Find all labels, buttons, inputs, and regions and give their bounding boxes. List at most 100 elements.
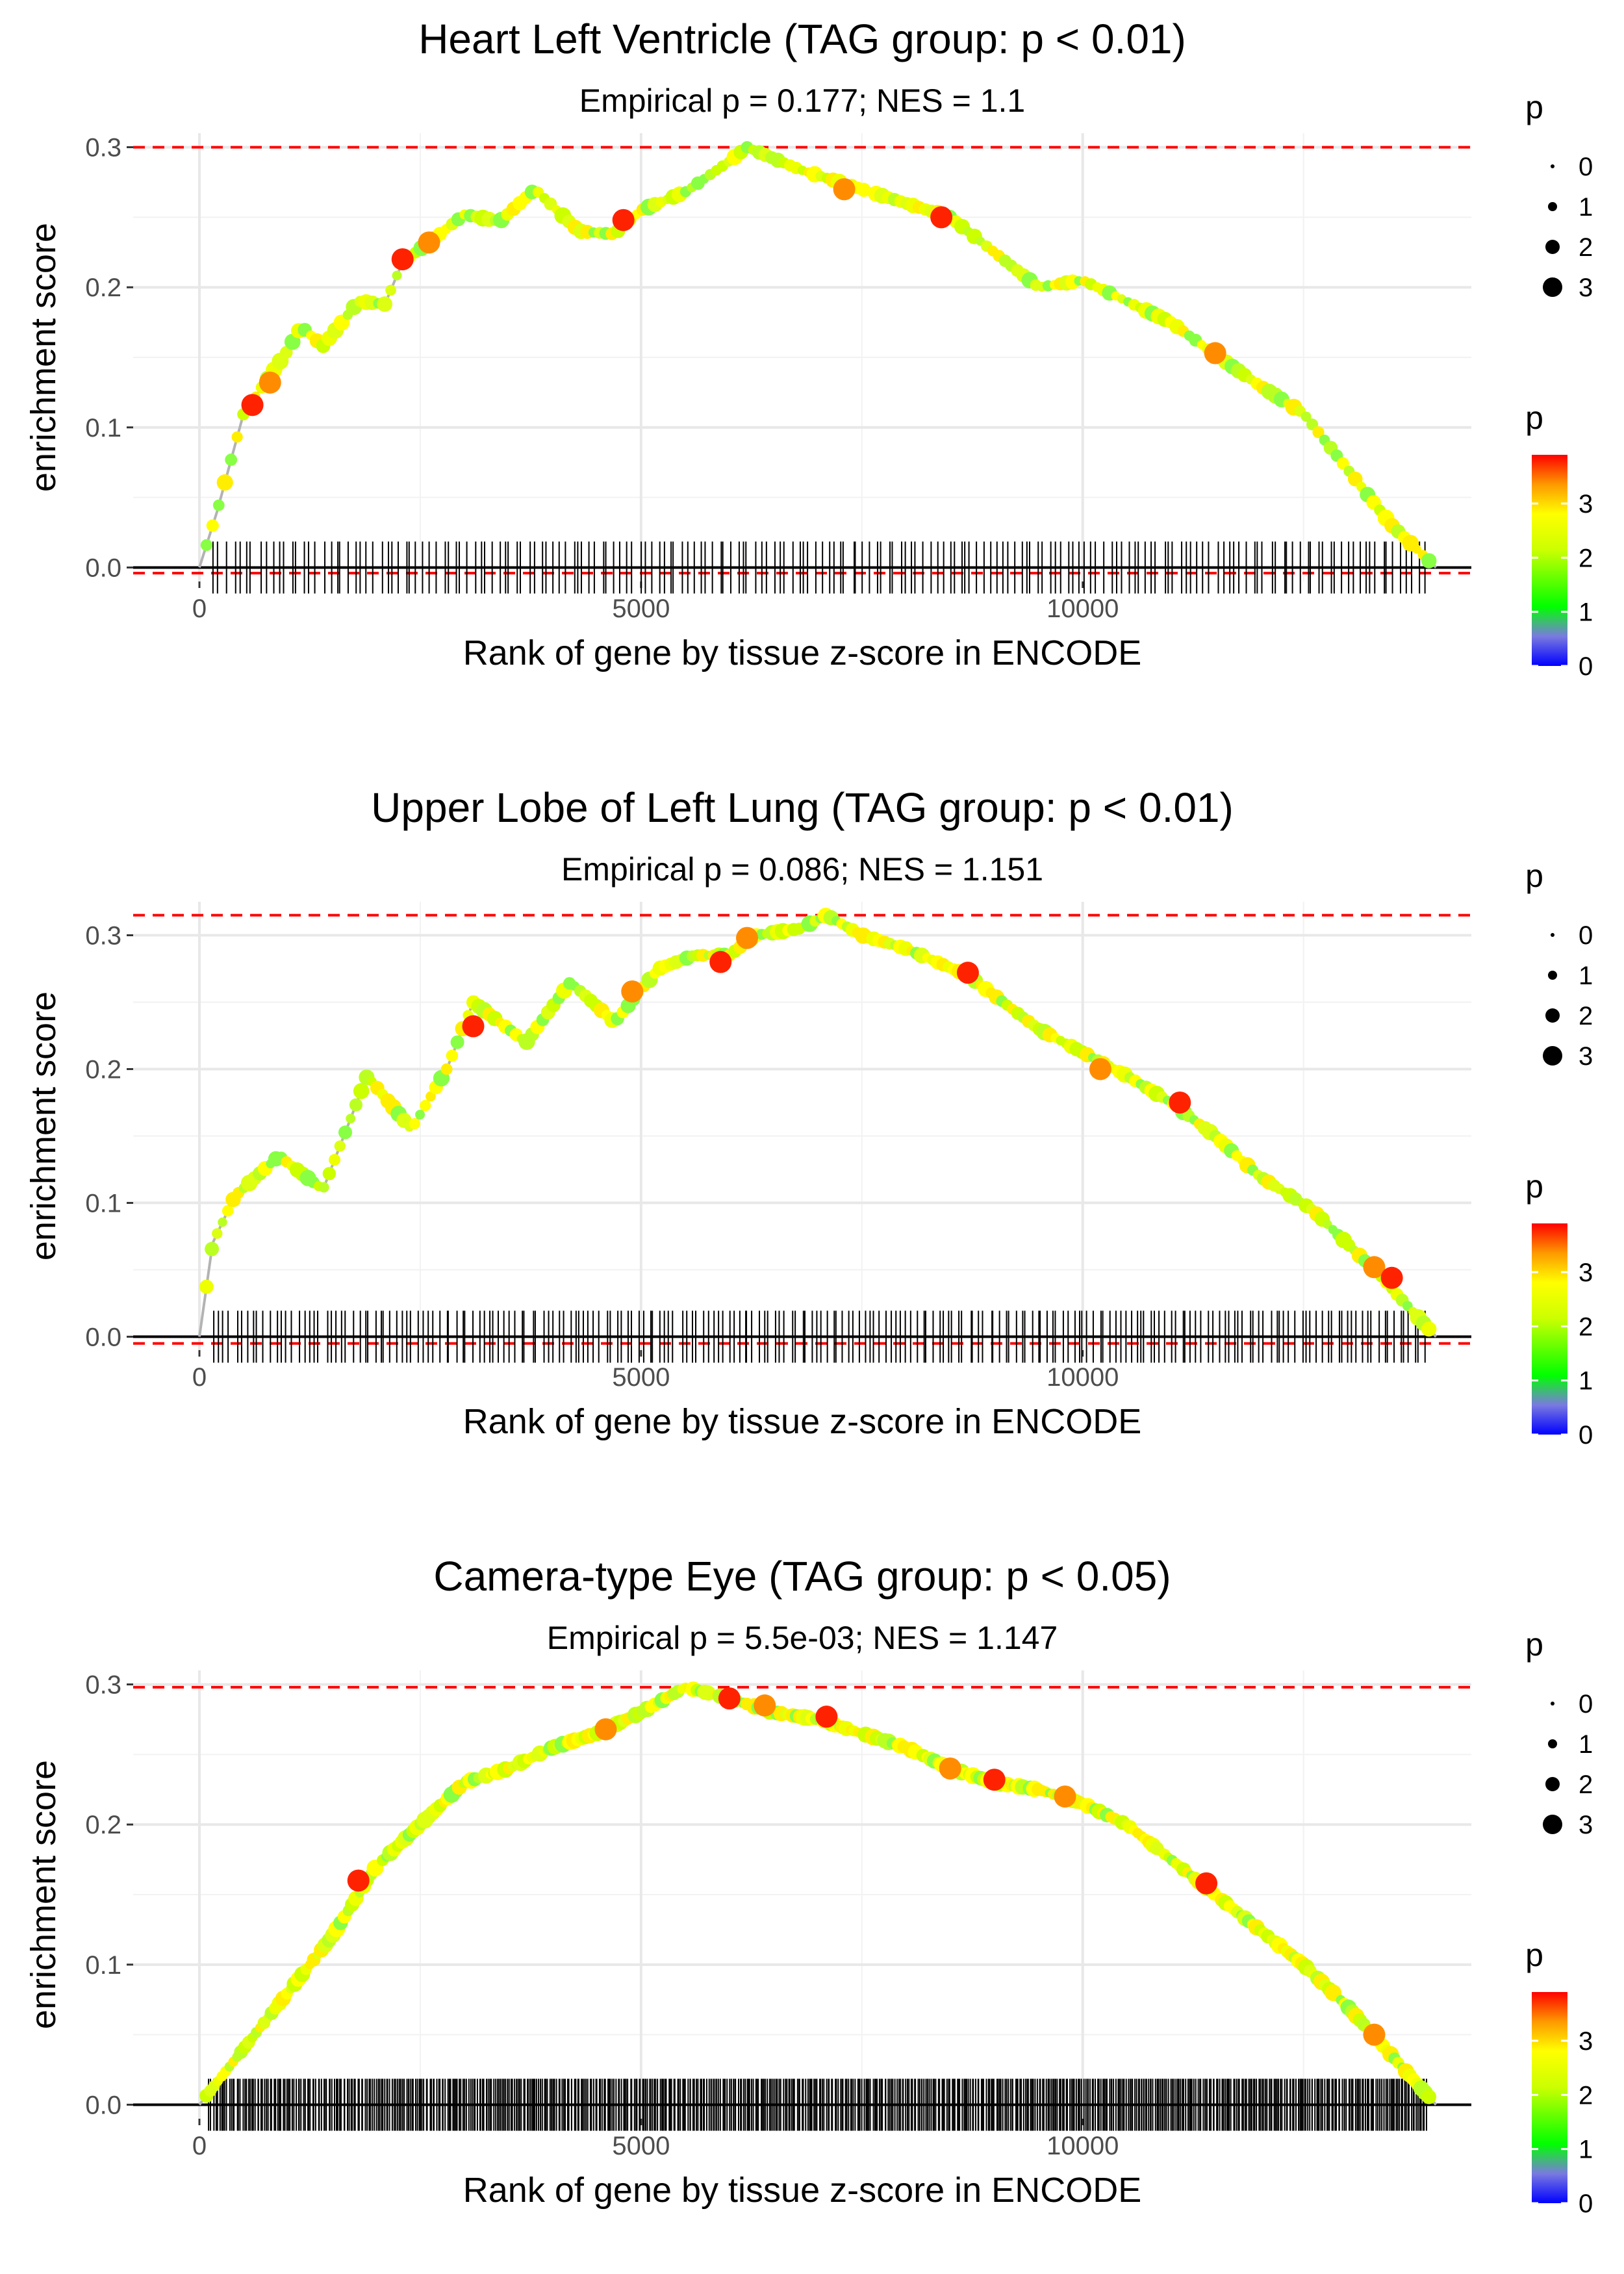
enrichment-points [199, 1681, 1437, 2104]
color-legend-label: 0 [1579, 652, 1593, 681]
chart-panel-1: Heart Left Ventricle (TAG group: p < 0.0… [24, 16, 1593, 681]
gene-point [1421, 1321, 1437, 1337]
color-legend-label: 3 [1579, 1258, 1593, 1287]
color-legend-label: 1 [1579, 1367, 1593, 1396]
size-legend-label: 2 [1579, 233, 1593, 262]
gene-point [349, 1098, 363, 1112]
highlight-point [418, 231, 440, 254]
gene-point [409, 1118, 420, 1130]
size-legend-key [1548, 971, 1557, 980]
x-tick-label: 5000 [612, 2132, 670, 2160]
gridlines [133, 902, 1471, 1350]
x-tick-label: 0 [192, 1363, 207, 1392]
gene-point [338, 1125, 353, 1140]
x-tick-label: 0 [192, 594, 207, 623]
gene-point [1312, 426, 1325, 439]
hit-rug [213, 1310, 1426, 1363]
size-legend-label: 3 [1579, 1811, 1593, 1839]
gene-point [216, 474, 233, 491]
size-legend-label: 2 [1579, 1002, 1593, 1030]
size-legend-label: 1 [1579, 193, 1593, 222]
color-legend-label: 3 [1579, 2027, 1593, 2056]
x-tick-label: 10000 [1047, 2132, 1119, 2160]
gene-point [322, 1167, 336, 1181]
size-legend-label: 3 [1579, 1042, 1593, 1071]
color-legend: p 0 1 2 3 [1525, 1937, 1593, 2218]
size-legend-label: 0 [1579, 921, 1593, 950]
gene-point [346, 1114, 356, 1124]
chart-subtitle: Empirical p = 5.5e-03; NES = 1.147 [547, 1620, 1058, 1656]
enrichment-points [199, 908, 1437, 1337]
highlight-point [930, 206, 953, 229]
gene-point [450, 1035, 464, 1049]
highlight-point [1363, 1256, 1386, 1279]
highlight-point [621, 980, 644, 1003]
hit-rug [208, 2078, 1427, 2131]
size-legend-label: 1 [1579, 1730, 1593, 1759]
size-legend-label: 0 [1579, 153, 1593, 181]
color-legend-label: 0 [1579, 1421, 1593, 1450]
y-tick-label: 0.1 [85, 1189, 121, 1218]
highlight-point [718, 1687, 741, 1710]
gene-point [446, 1049, 459, 1062]
chart-panel-3: Camera-type Eye (TAG group: p < 0.05) Emp… [24, 1553, 1593, 2218]
size-legend-key [1543, 1815, 1562, 1834]
chart-title: Upper Lobe of Left Lung (TAG group: p < … [371, 784, 1234, 831]
color-legend-title: p [1525, 400, 1543, 436]
y-tick-label: 0.3 [85, 134, 121, 162]
highlight-point [956, 962, 979, 984]
gene-point [231, 431, 243, 443]
x-tick-label: 10000 [1047, 594, 1119, 623]
hit-rug [212, 541, 1426, 594]
size-legend: p 0 1 2 3 [1525, 89, 1593, 302]
color-legend-label: 2 [1579, 1312, 1593, 1341]
chart-title: Camera-type Eye (TAG group: p < 0.05) [433, 1553, 1171, 1600]
size-legend-label: 0 [1579, 1690, 1593, 1718]
gene-point [222, 1205, 234, 1217]
chart-subtitle: Empirical p = 0.177; NES = 1.1 [579, 83, 1025, 119]
highlight-point [939, 1757, 961, 1780]
enrichment-line [198, 913, 1438, 1338]
gene-point [420, 1099, 431, 1112]
size-legend-title: p [1525, 858, 1543, 894]
highlight-point [815, 1706, 838, 1728]
y-tick-label: 0.1 [85, 1951, 121, 1980]
gene-point [1421, 2089, 1437, 2104]
y-tick-label: 0.1 [85, 414, 121, 442]
color-legend-label: 1 [1579, 598, 1593, 627]
highlight-point [1363, 2023, 1386, 2046]
chart-panel-2: Upper Lobe of Left Lung (TAG group: p < … [24, 784, 1593, 1450]
gene-point [334, 1140, 346, 1152]
highlight-point [612, 209, 635, 231]
size-legend-title: p [1525, 1626, 1543, 1663]
gene-point [1300, 411, 1312, 422]
x-tick-label: 10000 [1047, 1363, 1119, 1392]
x-axis-label: Rank of gene by tissue z-score in ENCODE [463, 2171, 1141, 2210]
size-legend-title: p [1525, 89, 1543, 125]
color-legend-label: 2 [1579, 544, 1593, 572]
y-tick-label: 0.3 [85, 921, 121, 950]
gene-point [329, 1154, 341, 1166]
color-legend-label: 0 [1579, 2190, 1593, 2218]
y-tick-label: 0.3 [85, 1671, 121, 1700]
color-legend-bar [1532, 1223, 1567, 1435]
gene-point [218, 1217, 227, 1227]
color-legend-title: p [1525, 1937, 1543, 1973]
highlight-point [462, 1015, 485, 1038]
gene-point [392, 270, 402, 281]
highlight-point [347, 1869, 370, 1892]
gene-point [440, 1063, 453, 1075]
gene-point [1412, 544, 1421, 554]
y-axis-label: enrichment score [24, 1760, 63, 2029]
highlight-point [391, 248, 414, 271]
gene-point [199, 1279, 214, 1294]
highlight-point [1195, 1872, 1218, 1895]
size-legend-key [1545, 1008, 1560, 1023]
x-tick-label: 0 [192, 2132, 207, 2160]
x-tick-label: 5000 [612, 594, 670, 623]
size-legend-key [1545, 1777, 1560, 1791]
gene-point [415, 1110, 425, 1120]
highlight-point [1089, 1058, 1111, 1080]
size-legend-label: 2 [1579, 1770, 1593, 1799]
color-legend-label: 2 [1579, 2081, 1593, 2110]
